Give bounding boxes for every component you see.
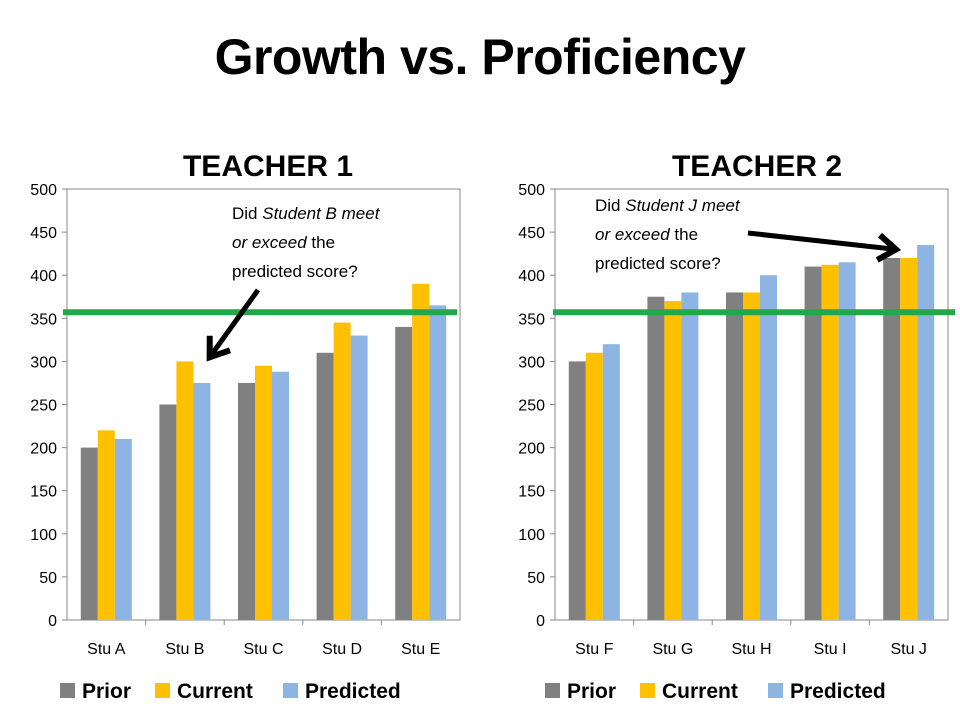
annotation-text: or exceed the bbox=[232, 233, 335, 252]
bar-predicted bbox=[917, 245, 935, 620]
y-tick-label: 350 bbox=[518, 311, 545, 328]
y-tick-label: 250 bbox=[518, 398, 545, 415]
x-tick-label: Stu E bbox=[401, 641, 440, 658]
bar-prior bbox=[883, 257, 901, 620]
x-tick-label: Stu J bbox=[890, 641, 926, 658]
y-tick-label: 450 bbox=[518, 225, 545, 242]
bar-predicted bbox=[838, 262, 856, 620]
y-tick-label: 200 bbox=[30, 441, 57, 458]
legend-label-current: Current bbox=[177, 680, 253, 703]
y-tick-label: 400 bbox=[518, 268, 545, 285]
y-tick-label: 200 bbox=[518, 441, 545, 458]
bar-predicted bbox=[760, 275, 777, 620]
y-tick-label: 50 bbox=[39, 570, 57, 587]
legend-swatch-predicted bbox=[283, 683, 298, 698]
x-tick-label: Stu I bbox=[814, 641, 847, 658]
bar-predicted bbox=[681, 292, 699, 620]
annotation-text: predicted score? bbox=[595, 254, 721, 273]
bar-current bbox=[585, 352, 603, 620]
bar-predicted bbox=[193, 382, 211, 620]
bar-prior bbox=[647, 296, 665, 620]
bar-prior bbox=[395, 326, 413, 620]
y-tick-label: 500 bbox=[518, 182, 545, 199]
x-tick-label: Stu A bbox=[87, 641, 126, 658]
annotation-arrow bbox=[206, 288, 261, 362]
chart-title: TEACHER 2 bbox=[672, 150, 842, 183]
legend-label-predicted: Predicted bbox=[790, 680, 886, 703]
legend: Prior Current Predicted bbox=[545, 680, 886, 703]
x-tick-label: Stu F bbox=[575, 641, 613, 658]
annotation-text: Did Student J meet bbox=[595, 196, 741, 215]
bar-current bbox=[176, 361, 194, 620]
legend-label-current: Current bbox=[662, 680, 738, 703]
bar-prior bbox=[80, 447, 98, 620]
legend-swatch-prior bbox=[545, 683, 560, 698]
bar-predicted bbox=[429, 305, 447, 620]
bar-current bbox=[664, 301, 682, 620]
bar-current bbox=[821, 264, 839, 620]
x-tick-label: Stu B bbox=[165, 641, 204, 658]
y-tick-label: 100 bbox=[30, 527, 57, 544]
legend-label-prior: Prior bbox=[82, 680, 131, 703]
y-tick-label: 0 bbox=[48, 613, 57, 630]
bar-current bbox=[255, 365, 272, 620]
bar-prior bbox=[159, 404, 177, 620]
y-tick-label: 0 bbox=[536, 613, 545, 630]
teacher-2-chart: TEACHER 2 0 50 100 150 200 250 300 350 400 450 500 S… bbox=[518, 150, 955, 703]
y-tick-label: 150 bbox=[518, 484, 545, 501]
y-tick-label: 300 bbox=[518, 354, 545, 371]
chart-title: TEACHER 1 bbox=[183, 150, 353, 183]
y-tick-label: 450 bbox=[30, 225, 57, 242]
bar-current bbox=[900, 257, 918, 620]
bar-predicted bbox=[350, 335, 368, 620]
y-tick-label: 100 bbox=[518, 527, 545, 544]
teacher-1-chart: TEACHER 1 0 50 100 150 200 250 300 350 400 450 500 S… bbox=[30, 150, 461, 703]
legend-swatch-current bbox=[640, 683, 655, 698]
legend-swatch-prior bbox=[60, 683, 75, 698]
x-tick-label: Stu G bbox=[652, 641, 693, 658]
bar-prior bbox=[804, 266, 822, 620]
bar-current bbox=[743, 292, 760, 620]
bar-current bbox=[333, 322, 351, 620]
bar-current bbox=[412, 283, 430, 620]
slide-title: Growth vs. Proficiency bbox=[214, 29, 746, 85]
legend: Prior Current Predicted bbox=[60, 680, 401, 703]
legend-swatch-current bbox=[155, 683, 170, 698]
y-tick-label: 250 bbox=[30, 398, 57, 415]
bar-predicted bbox=[114, 438, 132, 620]
bar-predicted bbox=[602, 344, 620, 620]
x-tick-label: Stu C bbox=[243, 641, 283, 658]
bar-prior bbox=[568, 361, 586, 620]
bar-predicted bbox=[272, 371, 289, 620]
y-tick-label: 400 bbox=[30, 268, 57, 285]
bar-prior bbox=[726, 292, 743, 620]
y-tick-label: 300 bbox=[30, 354, 57, 371]
legend-label-prior: Prior bbox=[567, 680, 616, 703]
y-tick-label: 150 bbox=[30, 484, 57, 501]
x-tick-label: Stu H bbox=[731, 641, 771, 658]
bar-prior bbox=[238, 382, 255, 620]
annotation-text: predicted score? bbox=[232, 262, 358, 281]
x-tick-label: Stu D bbox=[322, 641, 362, 658]
bar-current bbox=[97, 430, 115, 620]
y-tick-label: 50 bbox=[527, 570, 545, 587]
annotation-text: Did Student B meet bbox=[232, 204, 381, 223]
annotation-text: or exceed the bbox=[595, 225, 698, 244]
annotation-arrow bbox=[747, 230, 902, 263]
legend-swatch-predicted bbox=[768, 683, 783, 698]
y-tick-label: 350 bbox=[30, 311, 57, 328]
y-tick-label: 500 bbox=[30, 182, 57, 199]
bar-prior bbox=[316, 352, 334, 620]
legend-label-predicted: Predicted bbox=[305, 680, 401, 703]
